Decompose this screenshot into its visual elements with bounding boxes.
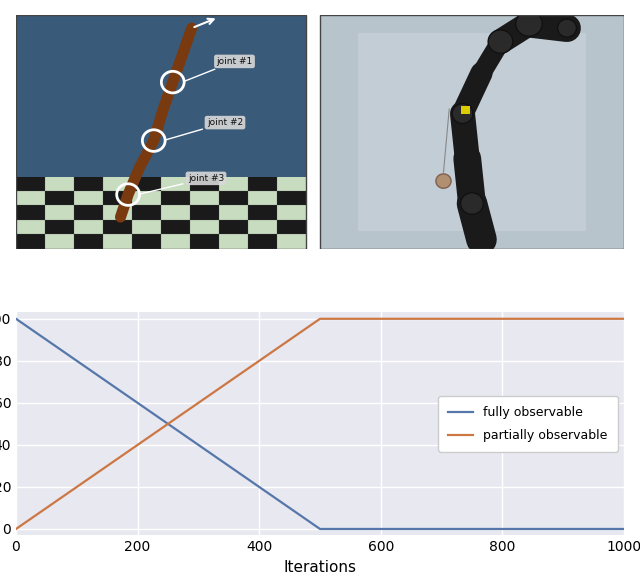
Bar xyxy=(16,234,45,249)
Bar xyxy=(248,220,276,234)
Bar xyxy=(276,220,306,234)
Text: joint #3: joint #3 xyxy=(140,174,224,194)
fully observable xyxy=(620,525,628,532)
Legend: fully observable, partially observable: fully observable, partially observable xyxy=(438,396,618,452)
Bar xyxy=(103,220,132,234)
Circle shape xyxy=(461,193,483,214)
Bar xyxy=(132,177,161,191)
Circle shape xyxy=(452,104,473,123)
Bar xyxy=(132,205,161,220)
Bar xyxy=(161,177,190,191)
Line: fully observable: fully observable xyxy=(16,319,624,529)
Line: partially observable: partially observable xyxy=(16,319,624,529)
Bar xyxy=(320,15,624,249)
Bar xyxy=(74,220,103,234)
fully observable xyxy=(12,315,20,322)
partially observable xyxy=(316,315,324,322)
Bar xyxy=(190,220,219,234)
Bar xyxy=(45,234,74,249)
Bar xyxy=(320,15,624,249)
Bar xyxy=(248,234,276,249)
Bar xyxy=(276,205,306,220)
Bar xyxy=(74,205,103,220)
Bar xyxy=(161,234,190,249)
Bar xyxy=(16,15,306,177)
Bar xyxy=(248,205,276,220)
partially observable xyxy=(12,525,20,532)
Bar xyxy=(190,191,219,205)
Text: joint #2: joint #2 xyxy=(166,118,243,140)
Bar xyxy=(219,205,248,220)
Bar xyxy=(461,106,470,113)
Bar xyxy=(219,191,248,205)
Bar xyxy=(16,177,45,191)
Bar xyxy=(161,191,190,205)
Bar xyxy=(248,191,276,205)
Bar xyxy=(45,177,74,191)
Bar xyxy=(276,177,306,191)
Bar xyxy=(74,191,103,205)
Bar xyxy=(190,205,219,220)
Bar xyxy=(74,177,103,191)
Bar xyxy=(16,205,45,220)
Bar xyxy=(219,177,248,191)
Bar xyxy=(161,205,190,220)
X-axis label: Iterations: Iterations xyxy=(284,560,356,574)
Circle shape xyxy=(557,19,577,37)
Bar xyxy=(45,205,74,220)
Bar xyxy=(74,234,103,249)
Bar xyxy=(276,191,306,205)
Bar xyxy=(45,191,74,205)
Bar xyxy=(45,220,74,234)
Bar xyxy=(219,220,248,234)
Circle shape xyxy=(488,30,513,53)
Bar xyxy=(219,234,248,249)
Bar xyxy=(132,220,161,234)
Bar xyxy=(132,191,161,205)
Bar xyxy=(190,234,219,249)
Bar xyxy=(103,205,132,220)
Bar xyxy=(276,234,306,249)
Bar xyxy=(161,220,190,234)
Circle shape xyxy=(516,11,542,36)
Text: joint #1: joint #1 xyxy=(185,57,253,81)
Bar xyxy=(132,234,161,249)
Bar xyxy=(16,220,45,234)
Bar xyxy=(16,15,306,249)
fully observable xyxy=(316,525,324,532)
Bar xyxy=(103,234,132,249)
Bar xyxy=(103,177,132,191)
Bar xyxy=(16,191,45,205)
Circle shape xyxy=(436,174,451,188)
Bar xyxy=(103,191,132,205)
Bar xyxy=(248,177,276,191)
partially observable xyxy=(620,315,628,322)
Bar xyxy=(190,177,219,191)
Bar xyxy=(358,33,586,230)
